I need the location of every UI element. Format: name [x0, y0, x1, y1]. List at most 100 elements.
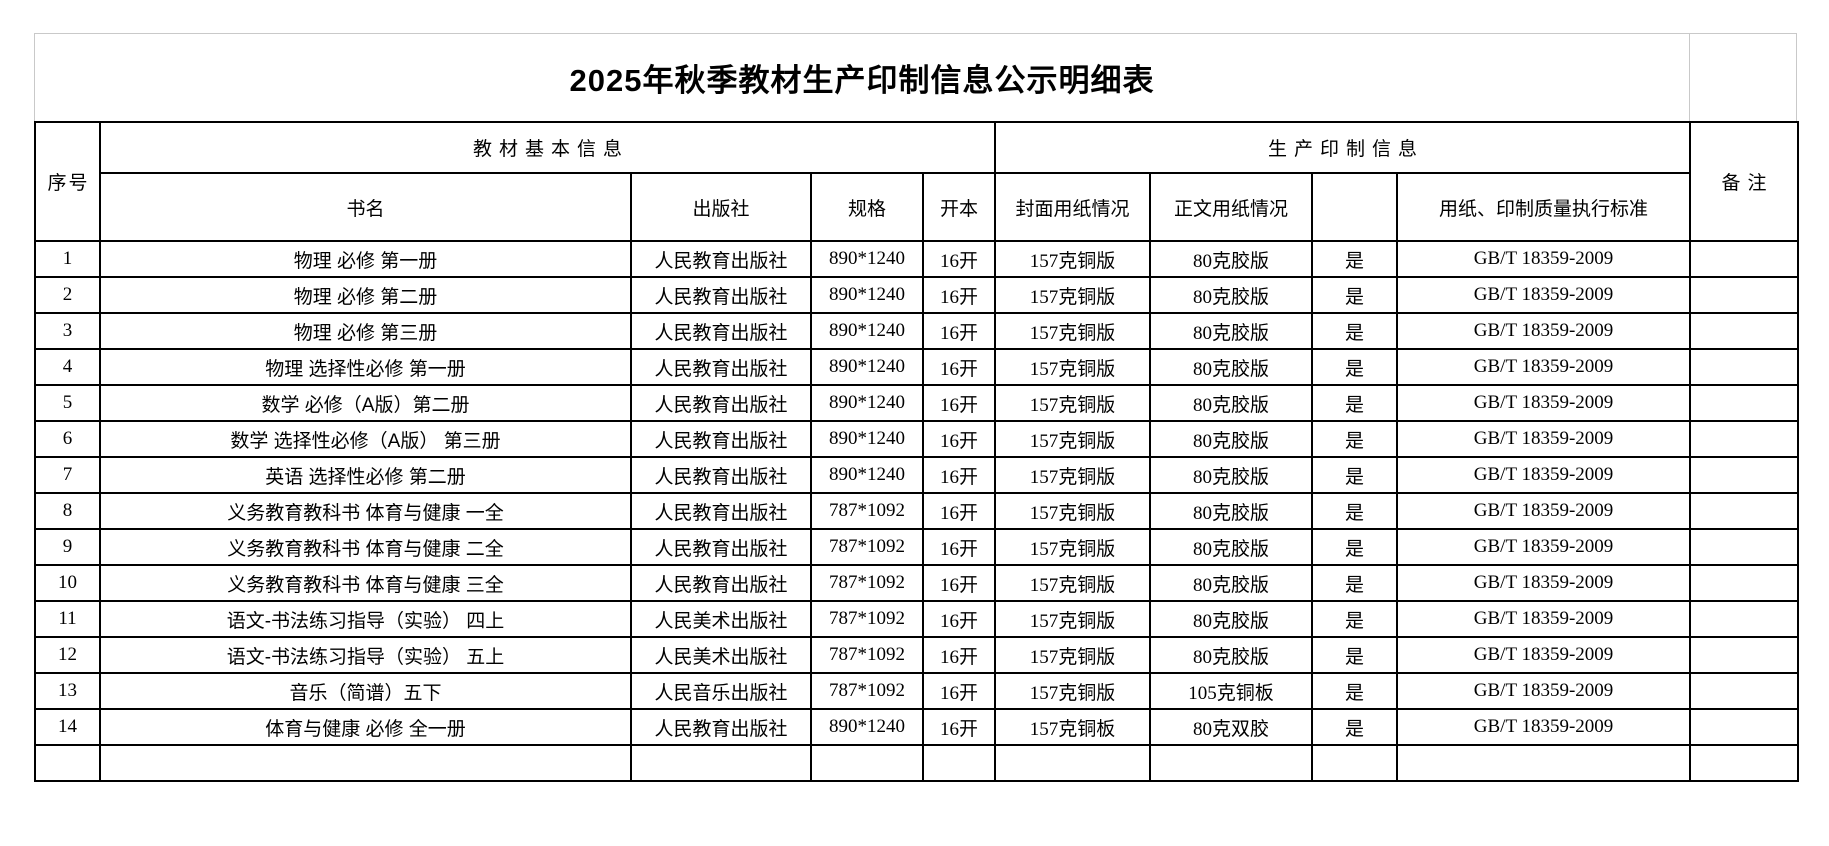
header-green-lines: 是否 绿色 [1314, 184, 1395, 239]
table-row: 1 物理 必修 第一册 人民教育出版社 890*1240 16开 157克铜版 … [34, 240, 1800, 278]
cell-cover-paper: 157克铜版 [994, 276, 1152, 314]
cell-format: 16开 [921, 312, 997, 350]
header-row-columns: 书名 出版社 规格 开本 封面用纸情况 正文用纸情况 是否 绿色 用纸、印制质量… [35, 172, 1798, 242]
cell-book-name: 物理 必修 第三册 [99, 312, 632, 350]
cell-standard: GB/T 18359-2009 [1396, 348, 1692, 386]
cell-remark [1689, 240, 1800, 278]
cell-cover-paper: 157克铜版 [994, 492, 1152, 530]
cell-publisher: 人民音乐出版社 [630, 672, 812, 710]
header-green: 是否 绿色 [1311, 172, 1399, 242]
cell-serial: 3 [34, 312, 101, 350]
cell-book-name: 物理 选择性必修 第一册 [99, 348, 632, 386]
cell-book-name: 义务教育教科书 体育与健康 二全 [99, 528, 632, 566]
cell-cover-paper: 157克铜版 [994, 384, 1152, 422]
cell-book-name: 数学 必修（A版）第二册 [99, 384, 632, 422]
textbook-table: 序号 教材基本信息 生产印制信息 备注 书名 出版社 规格 开本 封面用纸情况 … [34, 121, 1800, 782]
cell-body-paper: 80克双胶 [1149, 708, 1314, 746]
cell-spec: 890*1240 [810, 312, 924, 350]
header-green-line1: 是否 [1314, 238, 1395, 239]
cell-spec: 890*1240 [810, 276, 924, 314]
cell-body-paper: 80克胶版 [1149, 420, 1314, 458]
cell-body-paper: 80克胶版 [1149, 528, 1314, 566]
cell-book-name: 物理 必修 第二册 [99, 276, 632, 314]
cell-green: 是 [1311, 708, 1399, 746]
cell-format: 16开 [921, 600, 997, 638]
cell-publisher: 人民美术出版社 [630, 636, 812, 674]
table-row: 11 语文-书法练习指导（实验） 四上 人民美术出版社 787*1092 16开… [34, 600, 1800, 638]
cell-publisher: 人民教育出版社 [630, 456, 812, 494]
cell-serial: 8 [34, 492, 101, 530]
cell-green: 是 [1311, 312, 1399, 350]
cell-standard: GB/T 18359-2009 [1396, 528, 1692, 566]
header-spec: 规格 [810, 172, 924, 242]
cell-cover-paper: 157克铜版 [994, 672, 1152, 710]
cell-remark [1689, 384, 1800, 422]
cell-format: 16开 [921, 528, 997, 566]
cell-remark [1689, 420, 1800, 458]
cell-spec: 787*1092 [810, 528, 924, 566]
table-row: 13 音乐（简谱）五下 人民音乐出版社 787*1092 16开 157克铜版 … [34, 672, 1800, 710]
cell-book-name [99, 744, 632, 782]
cell-standard: GB/T 18359-2009 [1396, 600, 1692, 638]
cell-body-paper: 80克胶版 [1149, 600, 1314, 638]
cell-format: 16开 [921, 708, 997, 746]
cell-body-paper: 80克胶版 [1149, 276, 1314, 314]
cell-remark [1689, 492, 1800, 530]
cell-serial: 1 [34, 240, 101, 278]
cell-publisher: 人民教育出版社 [630, 276, 812, 314]
cell-serial: 14 [34, 708, 101, 746]
cell-body-paper: 80克胶版 [1149, 348, 1314, 386]
cell-standard: GB/T 18359-2009 [1396, 384, 1692, 422]
header-production-group: 生产印制信息 [994, 121, 1692, 174]
cell-publisher: 人民教育出版社 [630, 564, 812, 602]
cell-serial: 5 [34, 384, 101, 422]
cell-serial: 6 [34, 420, 101, 458]
table-row: 10 义务教育教科书 体育与健康 三全 人民教育出版社 787*1092 16开… [34, 564, 1800, 602]
cell-book-name: 语文-书法练习指导（实验） 五上 [99, 636, 632, 674]
cell-cover-paper: 157克铜版 [994, 312, 1152, 350]
cell-standard: GB/T 18359-2009 [1396, 492, 1692, 530]
cell-body-paper [1149, 744, 1314, 782]
table-row [34, 744, 1800, 782]
cell-cover-paper: 157克铜版 [994, 420, 1152, 458]
cell-remark [1689, 276, 1800, 314]
cell-format: 16开 [921, 240, 997, 278]
cell-standard: GB/T 18359-2009 [1396, 456, 1692, 494]
cell-book-name: 数学 选择性必修（A版） 第三册 [99, 420, 632, 458]
header-remark: 备注 [1689, 121, 1800, 242]
header-serial: 序号 [34, 121, 101, 242]
cell-remark [1689, 708, 1800, 746]
cell-standard: GB/T 18359-2009 [1396, 708, 1692, 746]
cell-serial: 13 [34, 672, 101, 710]
cell-green: 是 [1311, 672, 1399, 710]
cell-cover-paper: 157克铜版 [994, 636, 1152, 674]
cell-book-name: 义务教育教科书 体育与健康 一全 [99, 492, 632, 530]
cell-publisher: 人民教育出版社 [630, 312, 812, 350]
cell-book-name: 英语 选择性必修 第二册 [99, 456, 632, 494]
cell-green [1311, 744, 1399, 782]
cell-publisher: 人民美术出版社 [630, 600, 812, 638]
cell-publisher: 人民教育出版社 [630, 348, 812, 386]
table-row: 14 体育与健康 必修 全一册 人民教育出版社 890*1240 16开 157… [34, 708, 1800, 746]
cell-format: 16开 [921, 636, 997, 674]
cell-publisher: 人民教育出版社 [630, 528, 812, 566]
cell-spec: 787*1092 [810, 492, 924, 530]
cell-format: 16开 [921, 456, 997, 494]
table-row: 8 义务教育教科书 体育与健康 一全 人民教育出版社 787*1092 16开 … [34, 492, 1800, 530]
cell-remark [1689, 348, 1800, 386]
cell-serial: 12 [34, 636, 101, 674]
cell-format: 16开 [921, 384, 997, 422]
cell-remark [1689, 744, 1800, 782]
cell-format: 16开 [921, 672, 997, 710]
cell-book-name: 语文-书法练习指导（实验） 四上 [99, 600, 632, 638]
cell-spec: 787*1092 [810, 636, 924, 674]
cell-remark [1689, 312, 1800, 350]
table-header: 序号 教材基本信息 生产印制信息 备注 书名 出版社 规格 开本 封面用纸情况 … [34, 121, 1800, 242]
cell-serial: 7 [34, 456, 101, 494]
table-row: 12 语文-书法练习指导（实验） 五上 人民美术出版社 787*1092 16开… [34, 636, 1800, 674]
cell-serial: 4 [34, 348, 101, 386]
cell-spec: 890*1240 [810, 420, 924, 458]
cell-body-paper: 80克胶版 [1149, 384, 1314, 422]
cell-green: 是 [1311, 636, 1399, 674]
